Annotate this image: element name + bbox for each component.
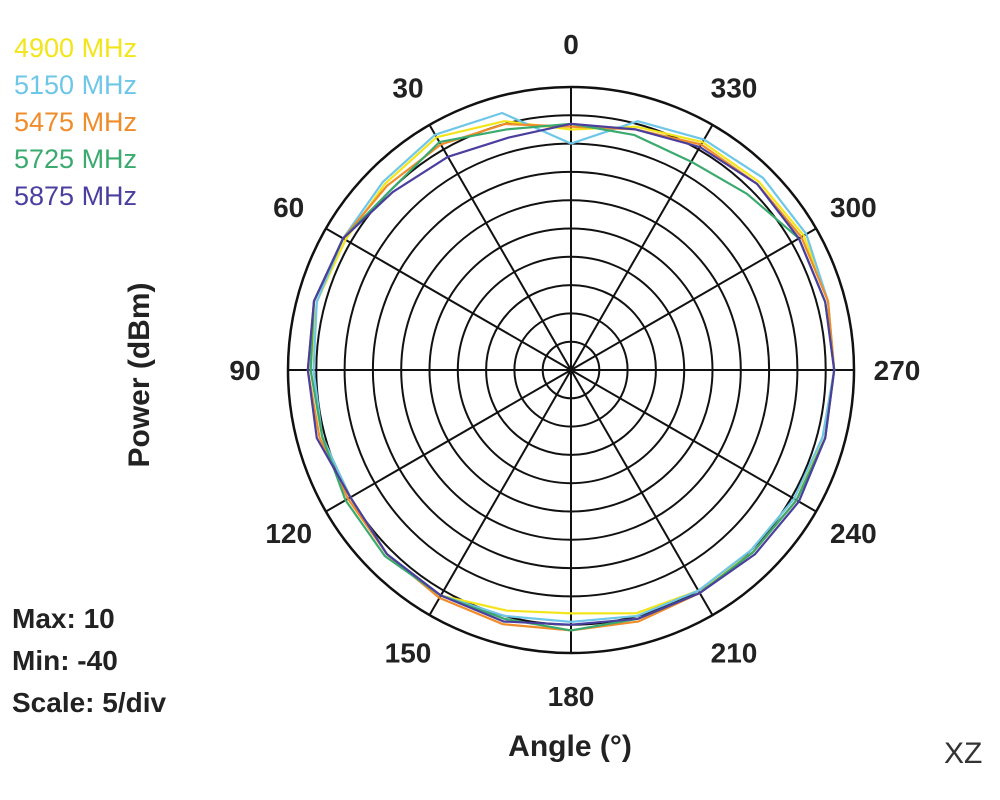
legend-entry-5150: 5150 MHz	[14, 70, 138, 100]
legend: 4900 MHz 5150 MHz 5475 MHz 5725 MHz 5875…	[14, 30, 137, 215]
stat-max: Max: 10	[12, 603, 115, 634]
angle-tick-30: 30	[392, 73, 423, 104]
angle-tick-210: 210	[711, 637, 758, 668]
legend-entry-5875: 5875 MHz	[14, 181, 138, 211]
grid-spoke	[428, 369, 572, 616]
stat-min: Min: -40	[12, 645, 118, 676]
angle-tick-240: 240	[830, 518, 877, 549]
angle-tick-150: 150	[385, 637, 432, 668]
grid-spoke	[570, 227, 817, 371]
angle-tick-90: 90	[229, 355, 260, 386]
angle-tick-labels: 0 30 60 90 120 150 180 210 240 270 300 330	[229, 29, 920, 712]
grid-spoke	[570, 124, 714, 371]
legend-entry-5475: 5475 MHz	[14, 107, 138, 137]
grid-spoke	[428, 124, 572, 371]
x-axis-label: Angle (°)	[508, 730, 632, 763]
angle-tick-270: 270	[874, 355, 921, 386]
series-lines	[306, 111, 836, 632]
angle-tick-60: 60	[273, 192, 304, 223]
angle-tick-330: 330	[711, 73, 758, 104]
grid-spoke	[325, 369, 572, 513]
plane-label: XZ	[944, 737, 983, 770]
angle-tick-300: 300	[830, 192, 877, 223]
angle-tick-120: 120	[265, 518, 312, 549]
legend-entry-5725: 5725 MHz	[14, 144, 138, 174]
series-line-5875	[306, 122, 836, 626]
stat-scale: Scale: 5/div	[12, 687, 167, 718]
stats-panel: Max: 10 Min: -40 Scale: 5/div	[12, 598, 166, 724]
grid-spoke	[325, 227, 572, 371]
legend-entry-4900: 4900 MHz	[14, 33, 138, 63]
grid-spoke	[570, 369, 714, 616]
grid-spokes	[288, 87, 854, 653]
grid-spoke	[570, 369, 817, 513]
angle-tick-0: 0	[563, 29, 579, 60]
series-line-4900	[309, 120, 836, 615]
angle-tick-180: 180	[548, 681, 595, 712]
